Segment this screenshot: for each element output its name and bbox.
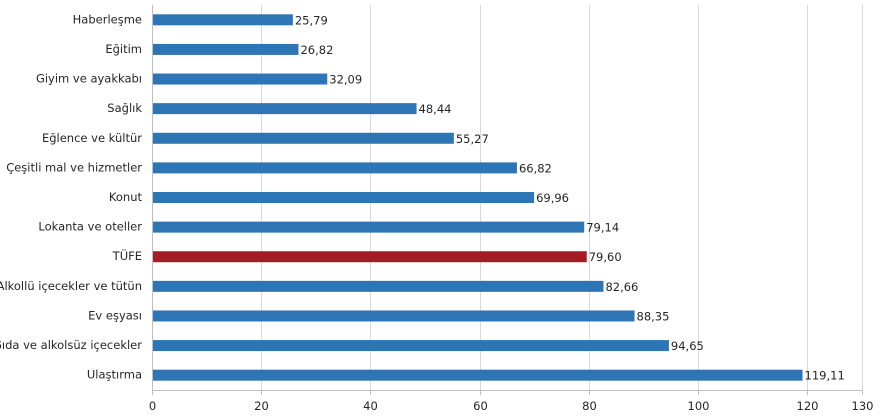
category-label: Haberleşme (73, 12, 142, 26)
bar (152, 221, 585, 233)
bar (152, 103, 417, 115)
x-tick-label: 120 (797, 399, 819, 413)
bar (152, 192, 535, 203)
bar (152, 369, 803, 381)
category-label: Ulaştırma (87, 368, 142, 382)
x-tick-label: 100 (688, 399, 710, 413)
category-label: Çeşitli mal ve hizmetler (6, 160, 142, 174)
value-label: 32,09 (329, 73, 362, 87)
x-tick-label: 60 (473, 399, 488, 413)
bar (152, 310, 635, 322)
category-label: Sağlık (107, 101, 142, 115)
category-label: Ev eşyası (88, 308, 142, 322)
value-label: 79,14 (586, 221, 619, 235)
x-axis: 0 20 40 60 80 100 120 130 (149, 5, 874, 413)
category-label: Lokanta ve oteller (38, 220, 142, 234)
value-labels: 25,79 26,82 32,09 48,44 55,27 66,82 69,96 79,14… (295, 13, 845, 382)
category-labels: Haberleşme Eğitim Giyim ve ayakkabı Sağlık E… (0, 12, 142, 381)
bar (152, 132, 454, 144)
x-tick-label: 40 (363, 399, 378, 413)
x-tick-label: 80 (582, 399, 597, 413)
category-label: Eğlence ve kültür (42, 131, 142, 145)
category-label: TÜFE (112, 247, 142, 263)
category-label: Konut (109, 190, 143, 204)
x-tick-label: 20 (254, 399, 269, 413)
bar (152, 43, 299, 55)
category-label: Eğitim (105, 42, 142, 56)
category-label: Alkollü içecekler ve tütün (0, 279, 142, 293)
bar (152, 162, 517, 174)
value-label: 26,82 (300, 43, 333, 57)
value-label: 69,96 (536, 191, 569, 205)
bar (152, 251, 587, 263)
bar (152, 73, 328, 85)
value-label: 82,66 (605, 280, 638, 294)
value-label: 94,65 (671, 339, 704, 353)
bar (152, 280, 604, 292)
value-label: 88,35 (637, 309, 670, 323)
value-label: 66,82 (519, 161, 552, 175)
value-label: 25,79 (295, 13, 328, 27)
bars (152, 14, 803, 381)
value-label: 55,27 (456, 132, 489, 146)
bar (152, 340, 669, 352)
x-tick-label: 0 (149, 399, 156, 413)
category-label: Gıda ve alkolsüz içecekler (0, 338, 142, 352)
value-label: 119,11 (805, 369, 845, 383)
x-tick-label: 130 (852, 399, 874, 413)
value-label: 48,44 (419, 102, 452, 116)
category-label: Giyim ve ayakkabı (36, 72, 142, 86)
value-label: 79,60 (589, 250, 622, 264)
bar (152, 14, 293, 26)
